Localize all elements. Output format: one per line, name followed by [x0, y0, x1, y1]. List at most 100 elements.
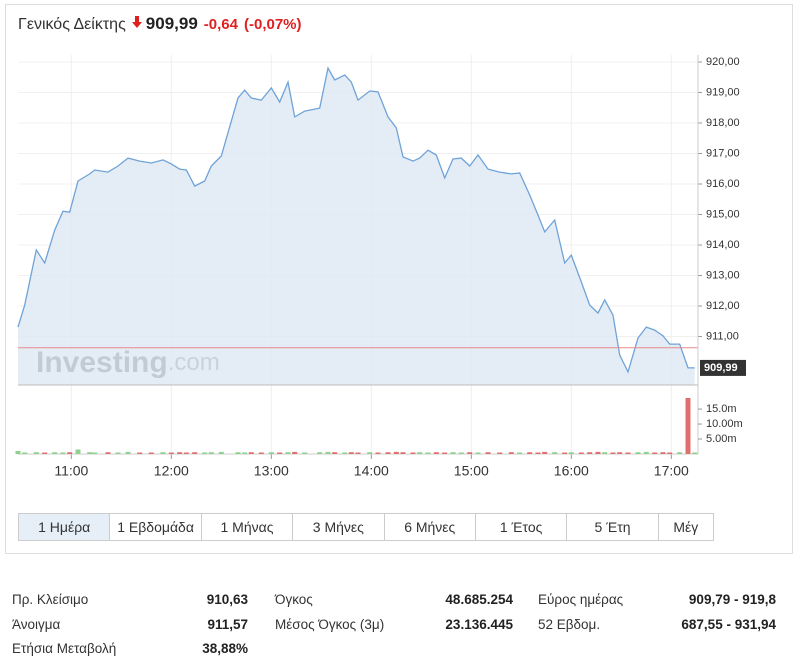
- widget: [5, 4, 793, 554]
- volume-bar: [535, 452, 541, 454]
- range-tab[interactable]: Μέγ: [673, 519, 699, 535]
- range-tab[interactable]: 1 Έτος: [476, 514, 568, 540]
- volume-bar: [410, 452, 416, 454]
- price-line: [17, 66, 695, 374]
- volume-bar: [52, 452, 58, 454]
- range-tabs: 1 Ημέρα 1 Εβδομάδα 1 Μήνας 3 Μήνες 6 Μήνες 1 …: [18, 513, 714, 541]
- y-tick-label: 917,00: [706, 147, 740, 159]
- x-tick-label: 12:00: [154, 463, 189, 479]
- y-tick-label: 920,00: [706, 56, 740, 68]
- stat-label: Εύρος ημέρας: [538, 592, 624, 607]
- volume-bar: [610, 452, 616, 454]
- volume-bar: [218, 451, 224, 454]
- volume-bar: [248, 452, 254, 454]
- x-tick-label: 13:00: [254, 463, 289, 479]
- volume-bar: [177, 452, 183, 454]
- volume-bar: [60, 452, 66, 454]
- volume-bar: [183, 452, 189, 454]
- volume-bar: [292, 451, 298, 454]
- volume-bar: [75, 449, 81, 454]
- stat-label: Πρ. Κλείσιμο: [12, 592, 89, 607]
- volume-bar: [148, 452, 154, 454]
- stat-value: 23.136.445: [445, 617, 513, 632]
- volume-bar: [325, 451, 331, 454]
- change: -0,64: [203, 16, 238, 33]
- stat-value: 48.685.254: [445, 592, 513, 607]
- volume-bar: [235, 452, 241, 454]
- volume-bar: [467, 452, 473, 454]
- down-arrow: [131, 16, 142, 28]
- volume-bar: [508, 452, 514, 454]
- volume-bar: [587, 452, 593, 454]
- range-tab[interactable]: 1 Εβδομάδα: [110, 514, 202, 540]
- volume-bar: [562, 452, 568, 454]
- volume-bar: [417, 452, 423, 454]
- volume-bar: [393, 451, 399, 454]
- range-tab[interactable]: 1 Ημέρα: [19, 514, 111, 540]
- volume-tick-label: 5.00m: [706, 433, 737, 445]
- volume-bar: [342, 452, 348, 454]
- volume-bar: [578, 452, 584, 454]
- range-tab[interactable]: 6 Μήνες: [385, 514, 476, 540]
- volume-bar: [602, 452, 608, 454]
- volume-bar: [202, 452, 208, 454]
- stat-value: 909,79 - 919,8: [688, 592, 776, 607]
- x-tick-label: 15:00: [454, 463, 489, 479]
- volume-bar: [450, 452, 456, 454]
- y-tick-label: 911,00: [706, 330, 739, 342]
- y-tick-label: 916,00: [706, 178, 740, 190]
- volume-bar: [552, 452, 558, 454]
- last-price-label: 909,99: [704, 362, 738, 374]
- stat-label: 52 Εβδομ.: [538, 617, 601, 632]
- volume-bar: [375, 452, 381, 454]
- volume-tick-label: 10.00m: [706, 418, 743, 430]
- volume-bar: [302, 452, 308, 454]
- volume-bar: [137, 452, 143, 454]
- volume-bar: [22, 452, 28, 454]
- volume-bar: [617, 452, 623, 454]
- volume-bar: [92, 452, 98, 454]
- x-tick-label: 17:00: [654, 463, 689, 479]
- volume-bar: [355, 452, 361, 454]
- x-tick-label: 16:00: [554, 463, 589, 479]
- volume-bar: [15, 451, 21, 454]
- volume-bar: [635, 452, 641, 454]
- volume-bar: [677, 452, 683, 454]
- stat-value: 910,63: [206, 592, 248, 607]
- volume-tick-label: 15.0m: [706, 403, 737, 415]
- volume-bar: [595, 451, 601, 454]
- range-tab[interactable]: 5 Έτη: [567, 514, 659, 540]
- volume-bar: [497, 452, 503, 454]
- volume-bar: [367, 452, 373, 454]
- volume-bar: [485, 452, 491, 454]
- volume-bar: [542, 451, 548, 454]
- volume-bar: [332, 452, 338, 454]
- volume-bar: [425, 452, 431, 454]
- volume-bar: [442, 452, 448, 454]
- volume-bar: [168, 452, 174, 454]
- stat-value: 911,57: [207, 617, 248, 632]
- price: 909,99: [145, 14, 198, 33]
- volume-bar: [208, 452, 214, 454]
- stat-value: 38,88%: [202, 641, 248, 656]
- volume-bar: [625, 452, 631, 454]
- volume-bar: [160, 452, 166, 454]
- range-tab[interactable]: 1 Μήνας: [202, 514, 294, 540]
- volume-bar: [433, 452, 439, 454]
- volume-bar: [105, 452, 111, 454]
- volume-bar: [667, 452, 673, 454]
- stat-label: Μέσος Όγκος (3μ): [275, 617, 385, 632]
- stat-label: Ετήσια Μεταβολή: [12, 641, 117, 656]
- volume-bar: [285, 452, 291, 454]
- volume-bar: [385, 452, 391, 454]
- x-tick-label: 14:00: [354, 463, 389, 479]
- volume-bar: [125, 451, 131, 454]
- volume-bar: [242, 452, 248, 454]
- chart: 920,00 919,00 918,00 917,00 916,00 915,00 914,…: [15, 55, 746, 479]
- volume-bar: [527, 452, 533, 454]
- stat-value: 687,55 - 931,94: [681, 617, 776, 632]
- volume-bar: [475, 452, 481, 454]
- volume-bar: [115, 452, 121, 454]
- range-tab[interactable]: 3 Μήνες: [293, 514, 385, 540]
